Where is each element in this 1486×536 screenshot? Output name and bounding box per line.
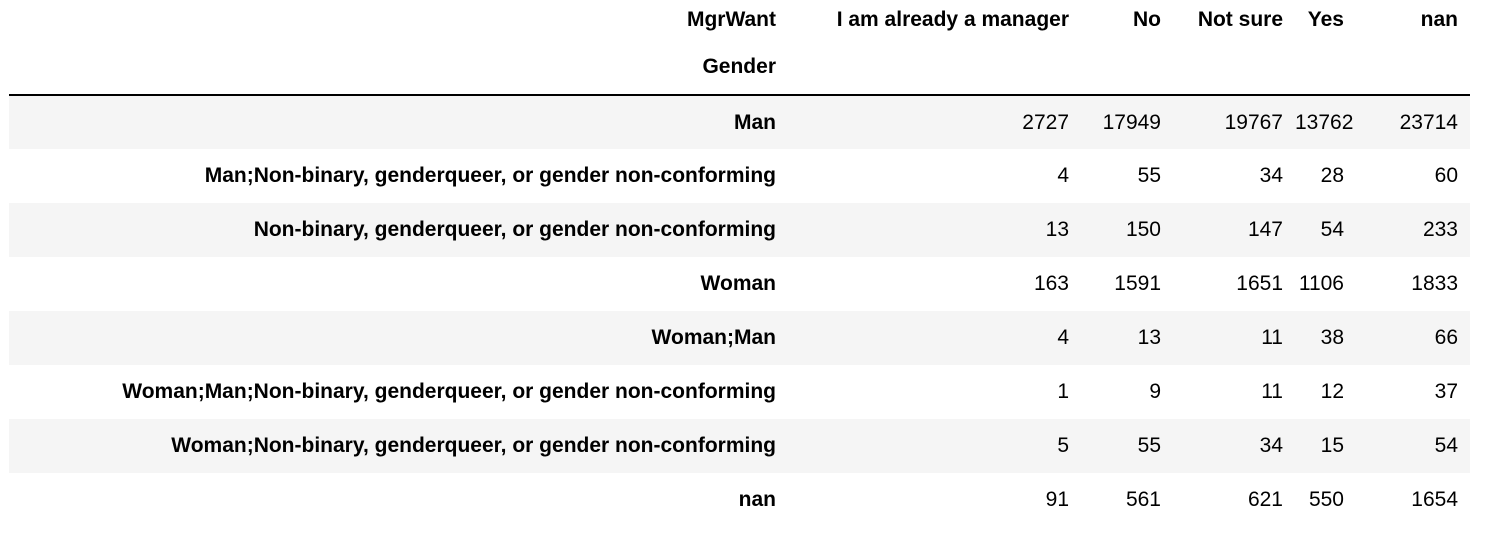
table-cell: 13 (1045, 218, 1069, 241)
table-cell: 13 (1137, 326, 1161, 349)
table-cell: 91 (1045, 488, 1069, 511)
table-cell: 11 (1261, 380, 1283, 403)
table-cell: 150 (1125, 218, 1161, 241)
dataframe-output: MgrWant I am already a manager No Not su… (9, 0, 1470, 527)
row-index-label: Woman;Man (651, 326, 776, 349)
columns-name-label: MgrWant (686, 8, 776, 31)
table-row: Man 2727 17949 19767 13762 23714 (9, 95, 1470, 149)
table-cell: 13762 (1295, 110, 1354, 134)
table-cell: 550 (1308, 488, 1344, 511)
table-cell: 11 (1261, 326, 1283, 349)
table-cell: 147 (1247, 218, 1283, 241)
empty-header-cell (1173, 40, 1295, 96)
row-index-label: Woman;Man;Non-binary, genderqueer, or ge… (122, 380, 776, 403)
table-header: MgrWant I am already a manager No Not su… (9, 0, 1470, 96)
table-cell: 55 (1137, 164, 1161, 187)
table-cell: 1106 (1298, 272, 1344, 295)
crosstab-table: MgrWant I am already a manager No Not su… (9, 0, 1470, 527)
column-header: Yes (1307, 8, 1344, 31)
table-cell: 34 (1259, 164, 1283, 187)
table-cell: 1651 (1236, 272, 1283, 295)
index-header-row: Gender (9, 40, 1470, 96)
column-header-row: MgrWant I am already a manager No Not su… (9, 0, 1470, 40)
index-name-label: Gender (9, 40, 781, 96)
row-index-label: Woman;Non-binary, genderqueer, or gender… (171, 434, 776, 457)
empty-header-cell (1295, 40, 1356, 96)
table-cell: 5 (1057, 434, 1069, 457)
table-body: Man 2727 17949 19767 13762 23714 Man;Non-binar… (9, 95, 1470, 527)
table-cell: 55 (1137, 434, 1161, 457)
table-cell: 37 (1434, 380, 1458, 403)
table-row: Woman;Non-binary, genderqueer, or gender… (9, 419, 1470, 473)
table-cell: 4 (1057, 326, 1069, 349)
table-cell: 54 (1434, 434, 1458, 457)
row-index-label: Non-binary, genderqueer, or gender non-c… (253, 218, 776, 241)
row-index-label: nan (738, 488, 776, 511)
row-index-label: Man (734, 110, 776, 134)
table-cell: 1654 (1411, 488, 1458, 511)
column-header: nan (1420, 8, 1458, 31)
empty-header-cell (781, 40, 1081, 96)
table-cell: 9 (1149, 380, 1161, 403)
table-cell: 163 (1033, 272, 1069, 295)
empty-header-cell (1356, 40, 1470, 96)
table-cell: 38 (1320, 326, 1344, 349)
column-header: No (1133, 8, 1161, 31)
table-cell: 621 (1247, 488, 1283, 511)
table-cell: 233 (1422, 218, 1458, 241)
table-cell: 1 (1057, 380, 1069, 403)
row-index-label: Woman (700, 272, 776, 295)
table-cell: 1833 (1411, 272, 1458, 295)
row-index-label: Man;Non-binary, genderqueer, or gender n… (204, 164, 776, 187)
column-header: Not sure (1197, 8, 1283, 31)
table-row: Woman;Man;Non-binary, genderqueer, or ge… (9, 365, 1470, 419)
table-row: nan 91 561 621 550 1654 (9, 473, 1470, 527)
table-cell: 1591 (1114, 272, 1161, 295)
table-row: Non-binary, genderqueer, or gender non-c… (9, 203, 1470, 257)
table-cell: 60 (1434, 164, 1458, 187)
table-cell: 54 (1320, 218, 1344, 241)
table-cell: 4 (1057, 164, 1069, 187)
table-cell: 28 (1320, 164, 1344, 187)
table-cell: 561 (1125, 488, 1161, 511)
table-cell: 19767 (1224, 110, 1283, 134)
table-cell: 17949 (1102, 110, 1161, 134)
table-row: Woman;Man 4 13 11 38 66 (9, 311, 1470, 365)
table-cell: 2727 (1022, 110, 1069, 134)
table-row: Woman 163 1591 1651 1106 1833 (9, 257, 1470, 311)
column-header: I am already a manager (836, 8, 1069, 31)
table-cell: 34 (1259, 434, 1283, 457)
table-cell: 23714 (1399, 110, 1458, 134)
table-row: Man;Non-binary, genderqueer, or gender n… (9, 149, 1470, 203)
empty-header-cell (1081, 40, 1173, 96)
table-cell: 15 (1320, 434, 1344, 457)
table-cell: 66 (1434, 326, 1458, 349)
table-cell: 12 (1320, 380, 1344, 403)
